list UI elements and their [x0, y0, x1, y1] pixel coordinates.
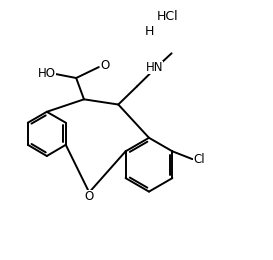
Text: O: O — [85, 190, 94, 203]
Text: HO: HO — [38, 67, 56, 80]
Text: Cl: Cl — [193, 153, 205, 166]
Text: HN: HN — [146, 61, 164, 74]
Text: O: O — [101, 58, 110, 72]
Text: H: H — [144, 25, 154, 38]
Text: HCl: HCl — [157, 10, 179, 23]
